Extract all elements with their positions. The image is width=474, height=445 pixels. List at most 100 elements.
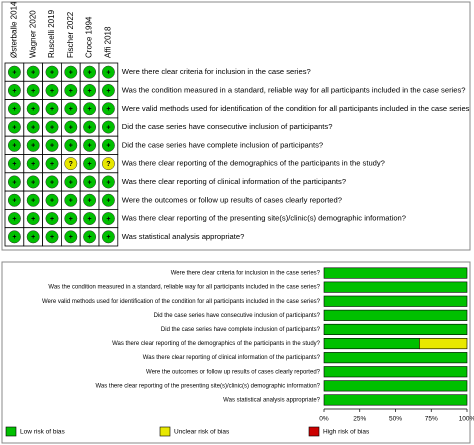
judgment-symbol: + [31,216,35,223]
question-label: Were valid methods used for identificati… [122,104,474,113]
judgment-symbol: + [12,143,16,150]
question-label: Was the condition measured in a standard… [122,85,466,94]
question-label: Was there clear reporting of clinical in… [122,177,346,186]
judgment-symbol: + [69,234,73,241]
judgment-circle [45,212,59,226]
x-tick-label: 25% [353,416,366,423]
category-label: Were there clear criteria for inclusion … [171,271,321,277]
judgment-symbol: + [88,106,92,113]
judgment-circle [64,138,78,152]
x-tick-label: 100% [459,416,474,423]
judgment-symbol: + [106,69,110,76]
judgment-circle [45,175,59,189]
judgment-symbol: + [106,234,110,241]
judgment-symbol: + [12,88,16,95]
judgment-symbol: + [106,198,110,205]
judgment-circle [45,65,59,79]
question-label: Was there clear reporting of the demogra… [122,159,385,168]
judgment-circle [45,138,59,152]
judgment-circle [7,84,21,97]
judgment-circle [7,138,21,152]
judgment-circle [7,230,21,244]
judgment-symbol: + [88,69,92,76]
judgment-circle [64,120,78,134]
judgment-symbol: + [88,234,92,241]
study-label: Fischer 2022 [66,11,75,58]
traffic-light-plot: Østerballe 2014 Wagner 2020 Ruscelli 2019 F… [4,1,474,247]
judgment-symbol: + [31,69,35,76]
judgment-symbol: + [12,124,16,131]
category-label: Were valid methods used for identificati… [42,299,321,305]
judgment-symbol: + [12,216,16,223]
judgment-circle [26,212,40,226]
judgment-circle [83,157,97,171]
judgment-circle [26,157,40,171]
judgment-symbol: + [12,179,16,186]
judgment-circle [26,193,40,207]
judgment-symbol: + [50,69,54,76]
judgment-symbol: + [50,198,54,205]
judgment-symbol: + [69,143,73,150]
judgment-symbol: + [106,179,110,186]
judgment-circle [26,175,40,189]
judgment-symbol: + [69,124,73,131]
study-label: Wagner 2020 [28,10,37,58]
judgment-circle [45,230,59,244]
bar-segment [419,337,468,350]
study-label: Croce 1994 [85,16,94,58]
judgment-circle [64,65,78,79]
judgment-circle [64,193,78,207]
bar-segment [323,366,468,378]
legend-swatch [308,426,320,437]
legend-label: High risk of bias [323,429,370,436]
study-label: Østerballe 2014 [10,1,19,58]
judgment-circle [45,84,59,97]
judgment-symbol: + [88,198,92,205]
judgment-circle [64,175,78,189]
legend-swatch [159,426,171,437]
category-label: Was there clear reporting of the present… [95,383,320,389]
judgment-circle [26,84,40,97]
judgment-symbol: + [69,88,73,95]
judgment-circle [83,102,97,116]
judgment-symbol: + [31,143,35,150]
judgment-circle [101,120,115,134]
judgment-symbol: + [106,106,110,113]
bar-segment [323,337,420,350]
bar-segment [323,267,468,279]
judgment-symbol: + [12,106,16,113]
judgment-symbol: + [69,106,73,113]
judgment-symbol: + [12,161,16,168]
judgment-symbol: + [106,88,110,95]
study-label: Ruscelli 2019 [47,9,56,58]
judgment-symbol: ? [106,161,110,168]
bar-segment [323,352,468,364]
judgment-circle [26,120,40,134]
judgment-circle [101,138,115,152]
judgment-circle [7,175,21,189]
judgment-symbol: + [88,143,92,150]
question-label: Did the case series have complete inclus… [122,140,323,149]
bar-segment [323,309,468,321]
judgment-symbol: + [106,124,110,131]
judgment-circle [101,157,115,171]
question-label: Were the outcomes or follow up results o… [122,195,342,204]
judgment-circle [7,102,21,116]
category-label: Was statistical analysis appropriate? [223,398,320,404]
category-label: Was there clear reporting of the demogra… [112,341,321,347]
judgment-symbol: + [69,216,73,223]
legend-label: Low risk of bias [20,429,66,436]
judgment-symbol: + [31,234,35,241]
judgment-symbol: + [106,216,110,223]
bar-segment [323,281,468,293]
judgment-circle [83,84,97,97]
judgment-circle [83,230,97,244]
judgment-circle [83,120,97,134]
judgment-circle [64,230,78,244]
judgment-circle [83,193,97,207]
judgment-circle [101,84,115,97]
judgment-symbol: + [88,124,92,131]
judgment-symbol: + [31,106,35,113]
legend-label: Unclear risk of bias [174,429,230,436]
question-label: Was statistical analysis appropriate? [122,232,245,241]
